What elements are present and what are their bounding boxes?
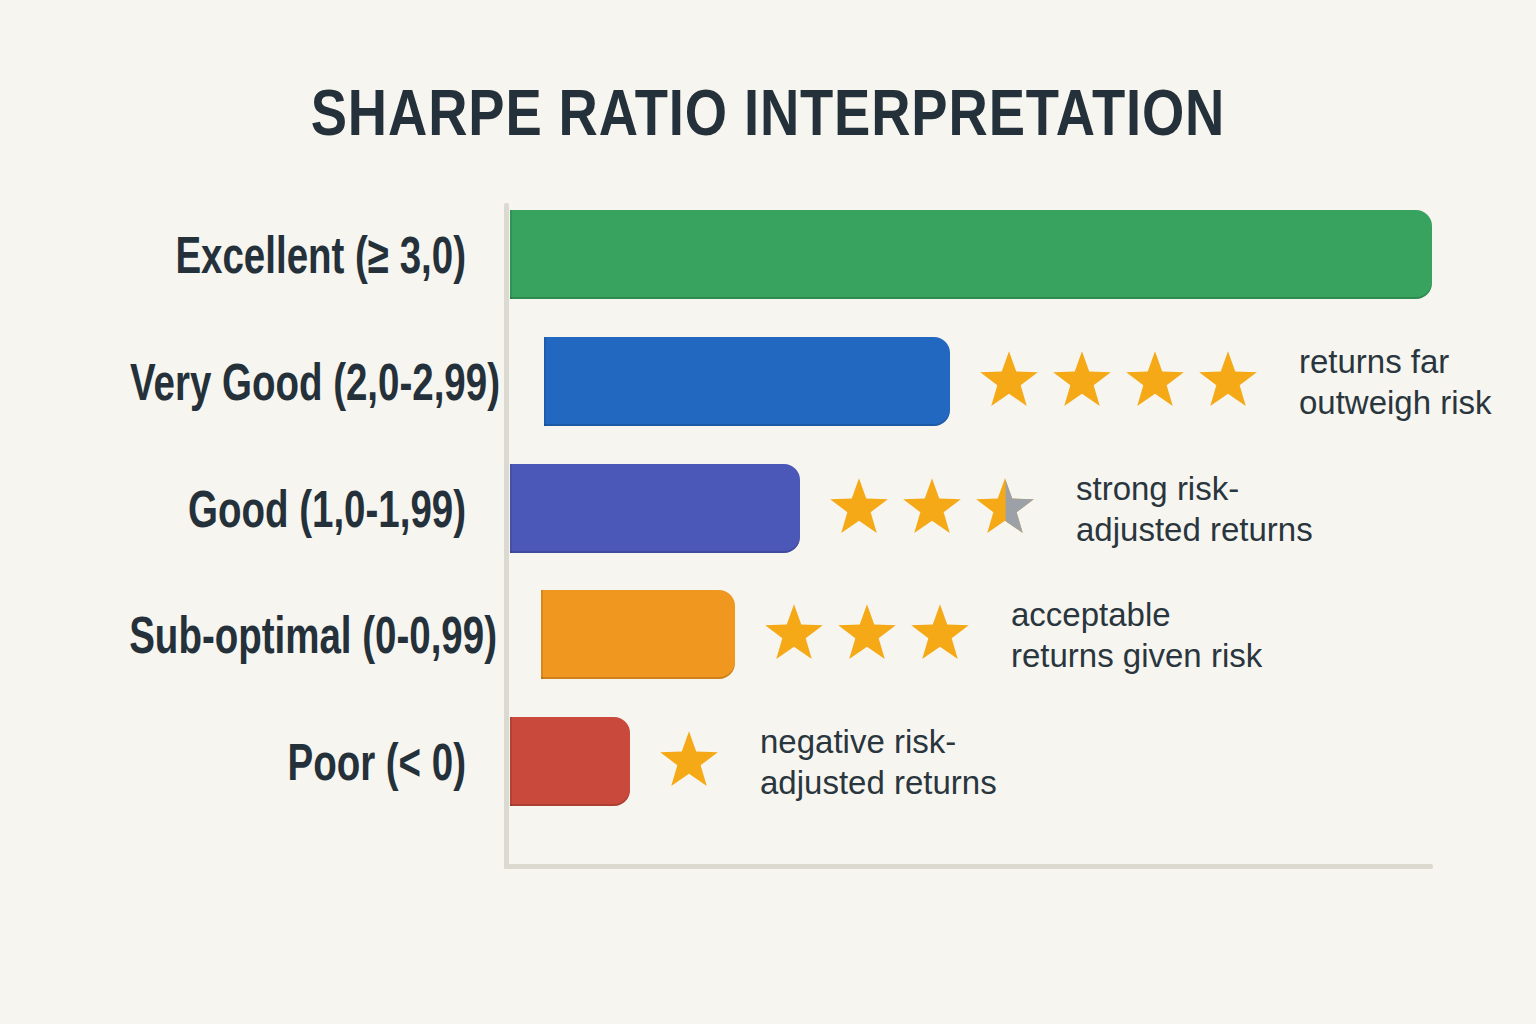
half-star-icon — [972, 477, 1038, 540]
star-icon — [1049, 350, 1115, 413]
table-row: Very Good (2,0-2,99) returns faroutweigh … — [0, 337, 1536, 426]
value-bar — [541, 590, 735, 679]
category-label: Excellent (≥ 3,0) — [121, 225, 466, 285]
category-label: Sub-optimal (0-0,99) — [129, 605, 497, 665]
star-icon — [761, 603, 827, 666]
category-label: Poor (< 0) — [121, 732, 466, 792]
value-bar — [510, 717, 630, 806]
star-rating — [976, 350, 1261, 413]
annotation-line: outweigh risk — [1299, 382, 1492, 423]
category-label: Good (1,0-1,99) — [121, 479, 466, 539]
value-bar — [510, 464, 800, 553]
annotation-line: returns far — [1299, 341, 1492, 382]
annotation-text: acceptablereturns given risk — [1011, 594, 1262, 676]
star-rating — [761, 603, 973, 666]
annotation-line: adjusted returns — [760, 762, 997, 803]
annotation-text: negative risk-adjusted returns — [760, 721, 997, 803]
star-icon — [976, 350, 1042, 413]
annotation-line: returns given risk — [1011, 635, 1262, 676]
table-row: Good (1,0-1,99) strong risk-adjusted retu… — [0, 464, 1536, 553]
x-axis-line — [504, 864, 1433, 869]
annotation-text: strong risk-adjusted returns — [1076, 468, 1313, 550]
table-row: Poor (< 0) negative risk-adjusted returns — [0, 717, 1536, 806]
star-icon — [834, 603, 900, 666]
annotation-line: strong risk- — [1076, 468, 1313, 509]
annotation-line: acceptable — [1011, 594, 1262, 635]
infographic-canvas: SHARPE RATIO INTERPRETATION Excellent (≥… — [0, 0, 1536, 1024]
table-row: Excellent (≥ 3,0) — [0, 210, 1536, 299]
star-icon — [656, 730, 722, 793]
star-rating — [656, 730, 722, 793]
star-icon — [899, 477, 965, 540]
chart-title: SHARPE RATIO INTERPRETATION — [115, 76, 1421, 150]
value-bar — [510, 210, 1432, 299]
star-icon — [1122, 350, 1188, 413]
star-rating — [826, 477, 1038, 540]
annotation-line: adjusted returns — [1076, 509, 1313, 550]
star-icon — [907, 603, 973, 666]
table-row: Sub-optimal (0-0,99) acceptablereturns gi… — [0, 590, 1536, 679]
annotation-text: returns faroutweigh risk — [1299, 341, 1492, 423]
star-icon — [826, 477, 892, 540]
value-bar — [544, 337, 950, 426]
star-icon — [1195, 350, 1261, 413]
annotation-line: negative risk- — [760, 721, 997, 762]
category-label: Very Good (2,0-2,99) — [130, 352, 500, 412]
